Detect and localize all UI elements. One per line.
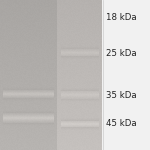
Text: 35 kDa: 35 kDa: [106, 91, 137, 100]
Text: 45 kDa: 45 kDa: [106, 119, 137, 128]
Text: 25 kDa: 25 kDa: [106, 49, 137, 58]
Text: 18 kDa: 18 kDa: [106, 13, 137, 22]
